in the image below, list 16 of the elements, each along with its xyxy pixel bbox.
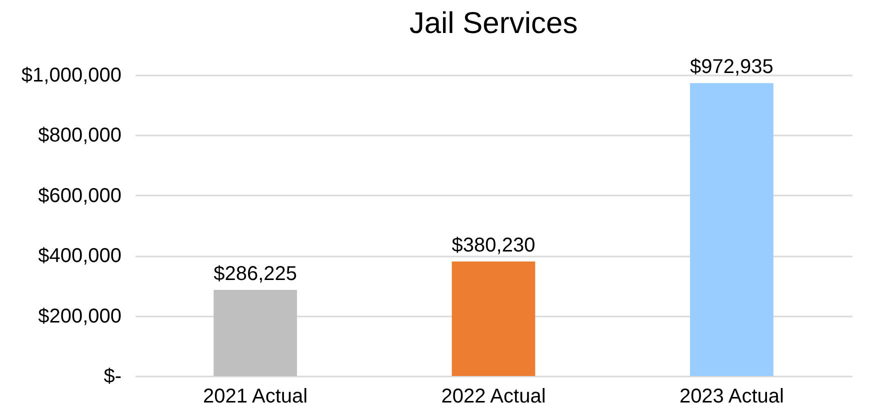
x-tick-label: 2022 Actual [441,386,546,408]
y-tick-label: $1,000,000 [21,64,122,86]
data-label: $286,225 [214,262,298,285]
data-label: $380,230 [452,234,536,257]
y-tick-label: $400,000 [38,245,122,268]
x-tick-label: 2023 Actual [679,386,784,408]
bar [214,290,297,376]
y-tick-label: $200,000 [38,305,122,328]
y-tick-label: $600,000 [38,184,122,207]
x-tick-label: 2021 Actual [203,386,308,408]
bar [452,262,536,376]
y-tick-label: $800,000 [38,124,122,147]
data-label: $972,935 [690,56,774,78]
y-tick-label: $- [104,366,122,388]
bar [690,83,774,376]
chart-title: Jail Services [409,7,578,40]
